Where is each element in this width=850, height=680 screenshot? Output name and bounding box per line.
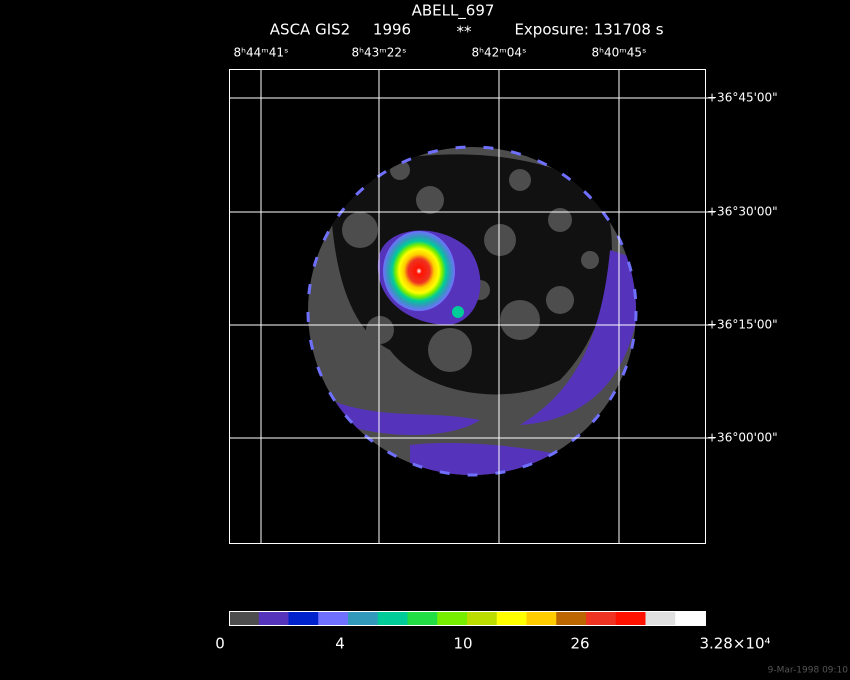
ra-label: 8ʰ44ᵐ41ˢ — [234, 46, 289, 60]
colorbar-cell — [229, 611, 260, 625]
colorbar-cell — [467, 611, 498, 625]
colorbar-cell — [526, 611, 557, 625]
ra-label: 8ʰ42ᵐ04ˢ — [472, 46, 527, 60]
instrument: ASCA GIS2 — [270, 21, 350, 39]
colorbar-cell — [496, 611, 527, 625]
dec-label: +36°00'00" — [707, 431, 778, 445]
colorbar-cell — [288, 611, 319, 625]
ra-label: 8ʰ40ᵐ45ˢ — [592, 46, 647, 60]
timestamp: 9-Mar-1998 09:10 — [768, 666, 849, 676]
colorbar-cell — [407, 611, 438, 625]
title: ABELL_697 — [412, 2, 495, 21]
colorbar-label: 0 — [215, 635, 225, 653]
plot-frame — [229, 69, 715, 544]
xray-image — [306, 145, 638, 477]
year: 1996 — [373, 21, 411, 39]
colorbar-cell — [675, 611, 706, 625]
colorbar-cell — [586, 611, 617, 625]
dec-label: +36°45'00" — [707, 91, 778, 105]
dec-label: +36°30'00" — [707, 205, 778, 219]
colorbar-label: 3.28×10⁴ — [699, 635, 770, 653]
marker: ** — [457, 23, 473, 41]
colorbar-border — [229, 611, 706, 626]
dec-label: +36°15'00" — [707, 318, 778, 332]
colorbar-cell — [318, 611, 349, 625]
colorbar-cell — [377, 611, 408, 625]
colorbar — [229, 611, 706, 626]
colorbar-cell — [437, 611, 468, 625]
colorbar-cell — [556, 611, 587, 625]
colorbar-cell — [615, 611, 646, 625]
colorbar-cell — [348, 611, 379, 625]
exposure: Exposure: 131708 s — [514, 21, 663, 39]
colorbar-cell — [258, 611, 289, 625]
colorbar-label: 26 — [570, 635, 589, 653]
colorbar-label: 10 — [453, 635, 472, 653]
ra-label: 8ʰ43ᵐ22ˢ — [352, 46, 407, 60]
colorbar-label: 4 — [335, 635, 345, 653]
colorbar-cell — [645, 611, 676, 625]
